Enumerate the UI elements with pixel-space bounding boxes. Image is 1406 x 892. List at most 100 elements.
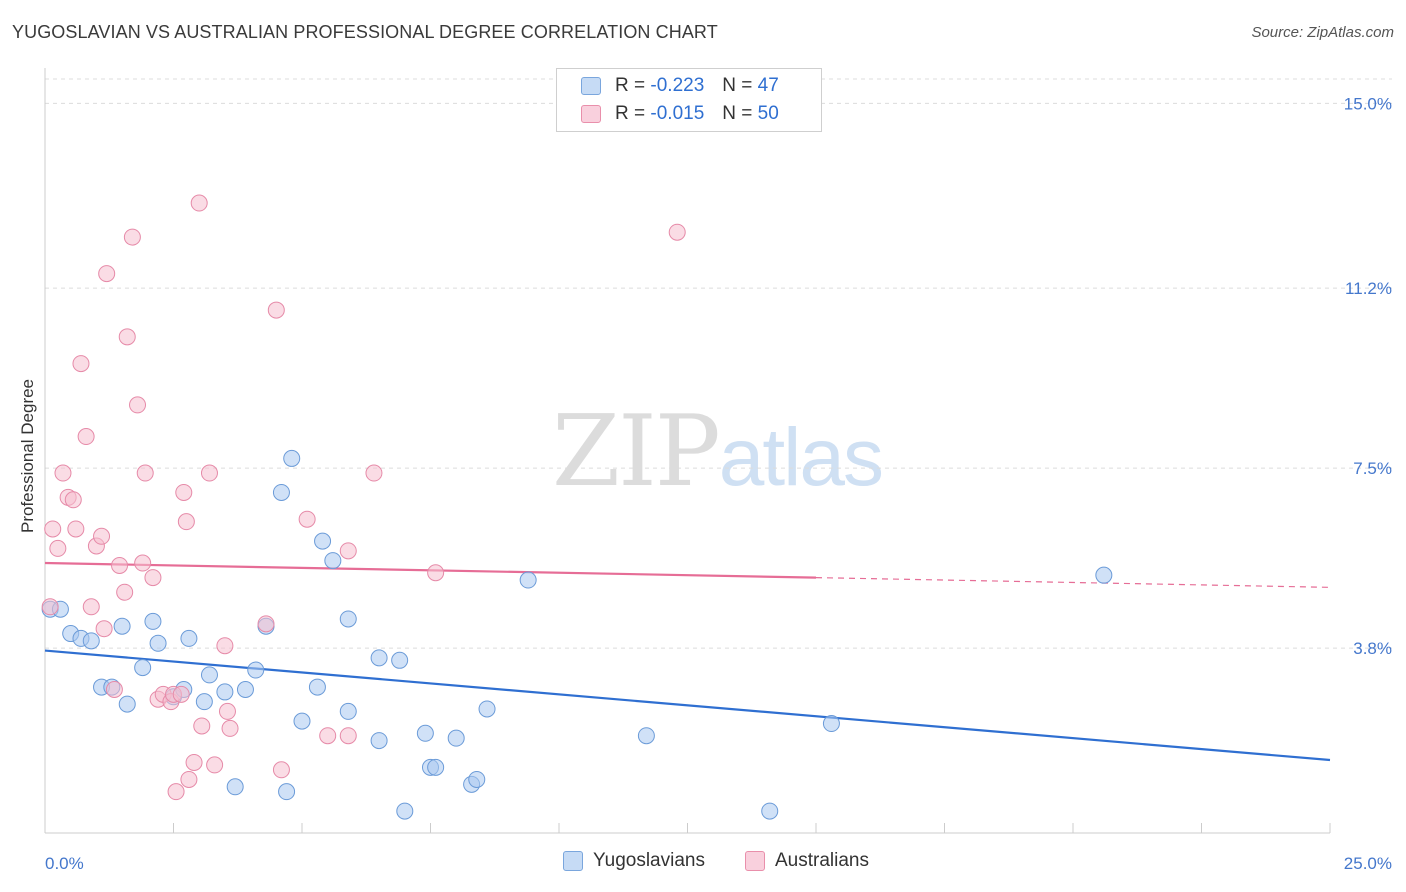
point-australian (185, 753, 203, 771)
series-swatch-blue (563, 851, 583, 871)
watermark: ZIPatlas (552, 395, 884, 509)
point-australian (129, 396, 147, 414)
legend-swatch-blue (581, 77, 601, 95)
grid-lines (45, 78, 1392, 649)
legend-r-value: -0.015 (650, 103, 705, 124)
point-yugoslavian (324, 552, 342, 570)
series-legend-yugoslavians: Yugoslavians (563, 850, 705, 872)
x-tick-label: 0.0% (45, 854, 84, 873)
point-yugoslavian (149, 634, 167, 652)
chart-title: YUGOSLAVIAN VS AUSTRALIAN PROFESSIONAL D… (12, 22, 718, 42)
point-australian (190, 194, 208, 212)
point-australian (365, 464, 383, 482)
legend-row-yugoslavians: R = -0.223 N = 47 (581, 73, 779, 99)
point-australian (67, 520, 85, 538)
point-yugoslavian (822, 715, 840, 733)
point-yugoslavian (761, 802, 779, 820)
point-australian (257, 615, 275, 633)
point-australian (64, 491, 82, 509)
point-yugoslavian (113, 617, 131, 635)
point-australian (172, 685, 190, 703)
point-yugoslavian (468, 770, 486, 788)
point-australian (105, 680, 123, 698)
point-australian (111, 556, 129, 574)
point-australian (144, 569, 162, 587)
point-yugoslavian (134, 659, 152, 677)
point-yugoslavian (236, 680, 254, 698)
point-australian (93, 527, 111, 545)
y-tick-label: 7.5% (1353, 459, 1392, 478)
point-yugoslavian (195, 693, 213, 711)
legend-n-value: 50 (757, 103, 779, 124)
point-australian (118, 328, 136, 346)
point-australian (95, 620, 113, 638)
point-australian (54, 464, 72, 482)
point-australian (216, 637, 234, 655)
point-australian (136, 464, 154, 482)
point-australian (77, 428, 95, 446)
series-legend-australians: Australians (745, 850, 869, 872)
point-yugoslavian (396, 802, 414, 820)
point-yugoslavian (283, 449, 301, 467)
point-australian (175, 483, 193, 501)
x-tick-label: 25.0% (1344, 854, 1392, 873)
point-australian (668, 223, 686, 241)
trend-line-australians-extension (815, 577, 1331, 588)
axes (44, 68, 1331, 834)
point-yugoslavian (200, 666, 218, 684)
point-yugoslavian (427, 758, 445, 776)
point-australian (272, 761, 290, 779)
point-australian (44, 520, 62, 538)
point-yugoslavian (82, 632, 100, 650)
point-australian (218, 702, 236, 720)
series-legend: Yugoslavians Australians (0, 850, 1406, 878)
point-yugoslavian (314, 532, 332, 550)
point-yugoslavian (637, 727, 655, 745)
point-australian (200, 464, 218, 482)
legend-r-label: R = (615, 103, 646, 124)
point-australian (339, 727, 357, 745)
point-australian (98, 265, 116, 283)
legend-swatch-pink (581, 105, 601, 123)
y-tick-label: 3.8% (1353, 639, 1392, 658)
point-australian (177, 513, 195, 531)
point-yugoslavian (370, 732, 388, 750)
point-australian (116, 583, 134, 601)
data-points (41, 194, 1113, 820)
point-australian (319, 727, 337, 745)
legend-r-value: -0.223 (650, 75, 705, 96)
point-australian (72, 355, 90, 373)
point-yugoslavian (370, 649, 388, 667)
legend-row-australians: R = -0.015 N = 50 (581, 101, 779, 127)
point-australian (180, 770, 198, 788)
legend-n-label: N = (722, 103, 753, 124)
point-australian (134, 554, 152, 572)
watermark-atlas: atlas (718, 412, 884, 503)
legend-n-value: 47 (757, 75, 779, 96)
point-yugoslavian (339, 702, 357, 720)
point-yugoslavian (216, 683, 234, 701)
point-yugoslavian (308, 678, 326, 696)
point-yugoslavian (391, 651, 409, 669)
point-yugoslavian (1095, 566, 1113, 584)
point-yugoslavian (272, 483, 290, 501)
point-australian (339, 542, 357, 560)
point-yugoslavian (118, 695, 136, 713)
point-yugoslavian (416, 724, 434, 742)
trend-line-yugoslavians (44, 649, 1331, 762)
correlation-legend: R = -0.223 N = 47 R = -0.015 N = 50 (556, 68, 822, 132)
point-australian (193, 717, 211, 735)
series-label-australians: Australians (775, 850, 869, 871)
point-yugoslavian (478, 700, 496, 718)
point-yugoslavian (278, 783, 296, 801)
point-australian (49, 539, 67, 557)
point-yugoslavian (226, 778, 244, 796)
point-australian (167, 783, 185, 801)
point-australian (123, 228, 141, 246)
tick-labels: 3.8% 7.5% 11.2% 15.0% 0.0% 25.0% Professional … (18, 94, 1392, 873)
point-australian (41, 598, 59, 616)
point-yugoslavian (247, 661, 265, 679)
point-australian (427, 564, 445, 582)
point-yugoslavian (447, 729, 465, 747)
